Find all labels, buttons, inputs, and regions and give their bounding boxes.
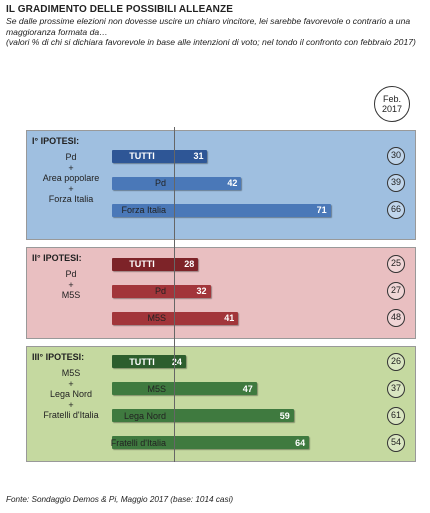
party-plus: +: [68, 399, 74, 410]
feb-2017-legend-circle: Feb. 2017: [374, 86, 410, 122]
row-label: Lega Nord: [123, 410, 166, 421]
bar-value-label: 71: [316, 205, 327, 215]
hypothesis-label: III° IPOTESI:: [32, 352, 85, 362]
chart-subtitle: Se dalle prossime elezioni non dovesse u…: [6, 16, 411, 37]
party-name: Area popolare: [42, 173, 100, 183]
bar-value-label: 32: [196, 286, 207, 296]
bar-tutti: [112, 355, 186, 368]
bar-value-label: 28: [184, 259, 195, 269]
party-plus: +: [68, 378, 74, 389]
bar-value-label: 24: [171, 356, 182, 367]
row-label: M5S: [147, 383, 166, 394]
bar-forza-italia: [112, 203, 331, 217]
chart-title: IL GRADIMENTO DELLE POSSIBILI ALLEANZE: [6, 4, 233, 15]
bar-value-label: 59: [279, 410, 290, 421]
feb-label-line1: Feb.: [382, 94, 401, 104]
feb-2017-value-circle: 54: [387, 433, 405, 452]
bar-pd: [112, 284, 211, 298]
feb-2017-value-circle: 26: [387, 352, 405, 371]
feb-2017-value-circle: 39: [387, 174, 405, 192]
party-plus: +: [68, 279, 74, 290]
feb-2017-value-circle: 61: [387, 406, 405, 425]
bar-pd: [112, 176, 242, 190]
party-name: Pd: [65, 269, 77, 279]
feb-2017-value-circle: 30: [387, 147, 405, 165]
vertical-reference-line: [174, 127, 175, 462]
row-label: Pd: [154, 286, 166, 296]
chart-note: (valori % di chi si dichiara favorevole …: [6, 37, 416, 47]
party-name: M5S: [61, 368, 81, 378]
feb-2017-value-circle: 66: [387, 201, 405, 219]
hypothesis-label: I° IPOTESI:: [32, 136, 80, 146]
party-name: Lega Nord: [49, 389, 93, 399]
feb-2017-value-circle: 48: [387, 309, 405, 327]
bar-tutti: [112, 257, 199, 271]
feb-label-line2: 2017: [381, 104, 403, 114]
row-label: TUTTI: [129, 356, 155, 367]
row-label: Fratelli d'Italia: [110, 437, 166, 448]
hypothesis-label: II° IPOTESI:: [32, 253, 82, 263]
party-name: Pd: [65, 152, 77, 162]
bar-value-label: 31: [193, 151, 204, 161]
feb-2017-value-circle: 37: [387, 379, 405, 398]
row-label: M5S: [147, 313, 166, 323]
bar-value-label: 47: [242, 383, 253, 394]
row-label: TUTTI: [129, 259, 155, 269]
bar-tutti: [112, 149, 208, 163]
bar-fratelli-d-italia: [112, 436, 310, 449]
bar-value-label: 41: [224, 313, 235, 323]
feb-2017-value-circle: 25: [387, 255, 405, 273]
bar-m5s: [112, 382, 257, 395]
bar-lega-nord: [112, 409, 294, 422]
bar-value-label: 42: [227, 178, 238, 188]
row-label: Forza Italia: [121, 205, 166, 215]
party-plus: +: [68, 162, 74, 173]
bar-m5s: [112, 311, 239, 325]
party-name: Fratelli d'Italia: [43, 410, 99, 420]
feb-2017-value-circle: 27: [387, 282, 405, 300]
source-footer: Fonte: Sondaggio Demos & Pi, Maggio 2017…: [6, 495, 234, 504]
row-label: Pd: [154, 178, 166, 188]
bar-value-label: 64: [295, 437, 306, 448]
party-name: Forza Italia: [48, 194, 94, 204]
party-name: M5S: [61, 290, 81, 300]
row-label: TUTTI: [129, 151, 155, 161]
party-plus: +: [68, 183, 74, 194]
